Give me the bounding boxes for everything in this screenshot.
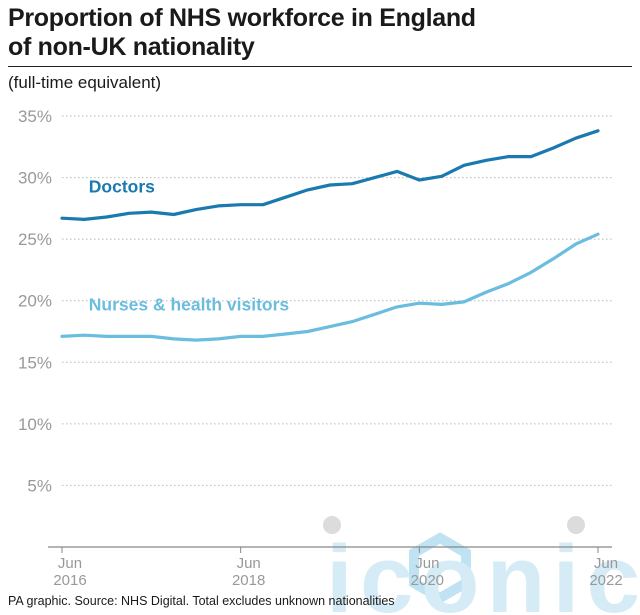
y-tick-label: 30% — [18, 169, 52, 188]
x-tick-label-year: 2016 — [53, 572, 86, 589]
title-divider — [8, 66, 632, 67]
chart-title: Proportion of NHS workforce in England o… — [8, 4, 628, 62]
y-tick-label: 20% — [18, 292, 52, 311]
series-line-doctors — [60, 129, 600, 221]
series-label-doctors: Doctors — [89, 176, 155, 196]
chart-subtitle: (full-time equivalent) — [8, 73, 162, 92]
x-tick-label-month: Jun — [415, 555, 439, 572]
y-axis: 5% 10% 15% 20% 25% 30% 35% — [18, 107, 52, 495]
y-tick-label: 15% — [18, 353, 52, 372]
chart-title-line2: of non-UK nationality — [8, 33, 255, 61]
y-tick-label: 10% — [18, 415, 52, 434]
series-label-nurses-health-visitors: Nurses & health visitors — [89, 295, 290, 315]
x-tick-label-year: 2018 — [232, 572, 265, 589]
chart-title-line1: Proportion of NHS workforce in England — [8, 4, 476, 32]
series-line-nurses-health-visitors — [60, 232, 600, 342]
x-tick-label-month: Jun — [237, 555, 261, 572]
watermark-dot — [323, 516, 341, 534]
watermark-hexagon — [409, 532, 471, 604]
y-tick-label: 25% — [18, 230, 52, 249]
watermark-dot — [567, 516, 585, 534]
x-tick-label-month: Jun — [594, 555, 618, 572]
y-tick-label: 5% — [27, 476, 52, 495]
source-note: PA graphic. Source: NHS Digital. Total e… — [8, 594, 395, 608]
x-tick-label-month: Jun — [58, 555, 82, 572]
x-tick-label-year: 2022 — [589, 572, 622, 589]
y-tick-label: 35% — [18, 107, 52, 126]
chart-series — [60, 129, 600, 342]
series-labels: Doctors Nurses & health visitors — [89, 176, 290, 314]
x-tick-label-year: 2020 — [411, 572, 444, 589]
